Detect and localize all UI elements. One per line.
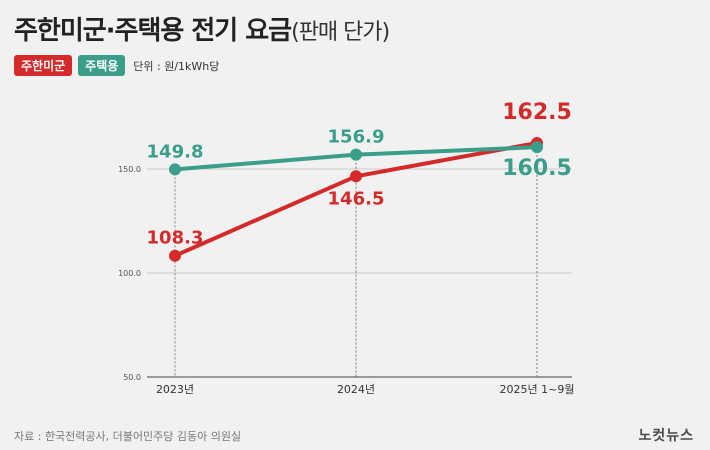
data-label: 108.3 xyxy=(147,228,204,249)
data-label: 149.8 xyxy=(147,141,204,162)
legend-badge-residential: 주택용 xyxy=(78,55,126,76)
brand-logo: 노컷뉴스 xyxy=(638,428,694,444)
data-point xyxy=(531,141,543,154)
data-label: 146.5 xyxy=(328,188,385,209)
chart-title-sub: (판매 단가) xyxy=(291,20,390,45)
y-tick-label: 150.0 xyxy=(118,165,141,174)
legend: 주한미군 주택용 단위 : 원/1kWh당 xyxy=(14,55,219,76)
legend-badge-usfk: 주한미군 xyxy=(14,55,73,76)
data-label: 160.5 xyxy=(502,156,572,181)
y-tick-label: 50.0 xyxy=(123,373,141,382)
data-point xyxy=(169,163,181,176)
data-label: 162.5 xyxy=(502,100,572,125)
x-tick-label: 2025년 1~9월 xyxy=(500,383,575,396)
chart-title-main: 주한미군·주택용 전기 요금 xyxy=(14,16,292,46)
unit-label: 단위 : 원/1kWh당 xyxy=(133,59,220,73)
data-point xyxy=(350,170,362,183)
chart-title: 주한미군·주택용 전기 요금(판매 단가) xyxy=(14,10,390,47)
y-tick-label: 100.0 xyxy=(118,269,141,278)
x-tick-label: 2023년 xyxy=(156,383,194,396)
data-label: 156.9 xyxy=(328,127,385,148)
source-note: 자료 : 한국전력공사, 더불어민주당 김동아 의원실 xyxy=(14,430,242,443)
x-tick-label: 2024년 xyxy=(337,383,375,396)
data-point xyxy=(169,249,181,262)
data-point xyxy=(350,148,362,161)
